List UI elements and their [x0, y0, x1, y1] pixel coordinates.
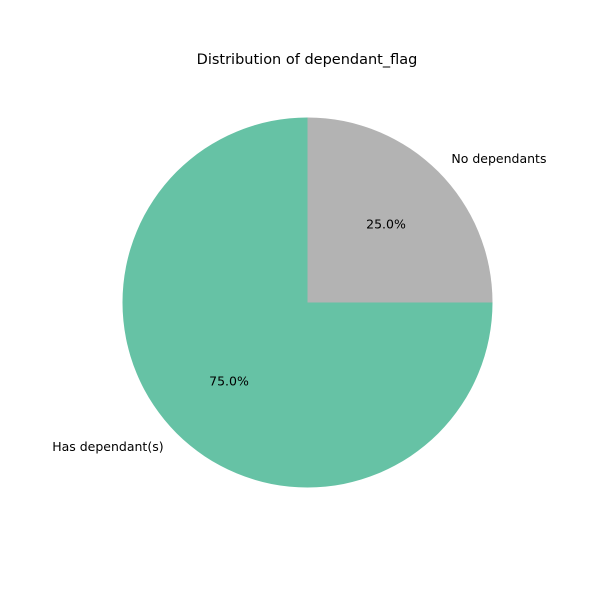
pie-labels: No dependants 25.0% Has dependant(s) 75.0% [52, 151, 546, 454]
pie-slices [122, 117, 493, 488]
slice-pct-label-1: 25.0% [366, 217, 406, 232]
chart-title: Distribution of dependant_flag [197, 52, 418, 68]
slice-pct-label-2: 75.0% [209, 373, 249, 388]
slice-label-1: No dependants [451, 151, 546, 166]
pie-slice-2 [122, 117, 493, 488]
pie-slice-1 [307, 117, 493, 303]
slice-label-2: Has dependant(s) [52, 439, 163, 454]
